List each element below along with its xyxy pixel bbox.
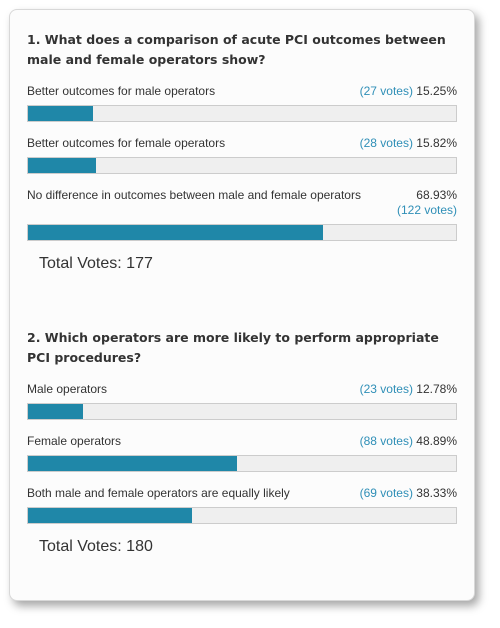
answer-result: (69 votes) 38.33%: [360, 486, 457, 501]
result-bar-fill: [28, 456, 238, 471]
vote-percent: 48.89%: [416, 434, 457, 448]
vote-percent: 12.78%: [416, 382, 457, 396]
answer-result: (27 votes) 15.25%: [360, 84, 457, 99]
poll-question: 1. What does a comparison of acute PCI o…: [27, 32, 446, 67]
vote-count: (23 votes): [359, 382, 413, 396]
poll-answer: Female operators (88 votes) 48.89%: [27, 434, 457, 472]
answer-label: Female operators: [27, 434, 122, 448]
vote-percent: 15.82%: [416, 136, 457, 150]
result-bar-fill: [28, 404, 83, 419]
vote-percent: 38.33%: [416, 486, 457, 500]
result-bar-track: [27, 455, 457, 472]
vote-count: (122 votes): [396, 203, 457, 217]
result-bar-track: [27, 507, 457, 524]
answer-label: Male operators: [27, 382, 108, 396]
result-bar-fill: [28, 225, 324, 240]
poll-answer: No difference in outcomes between male a…: [27, 188, 457, 241]
result-bar-track: [27, 157, 457, 174]
vote-count: (88 votes): [359, 434, 413, 448]
result-bar-fill: [28, 106, 94, 121]
poll-answer: Better outcomes for female operators (28…: [27, 136, 457, 174]
answer-result: 68.93% (122 votes): [397, 188, 457, 218]
result-bar-track: [27, 105, 457, 122]
poll-answer: Both male and female operators are equal…: [27, 486, 457, 524]
total-votes: Total Votes: 177: [39, 255, 153, 272]
poll-2: 2. Which operators are more likely to pe…: [27, 328, 457, 556]
vote-percent: 15.25%: [416, 84, 457, 98]
answer-result: (88 votes) 48.89%: [360, 434, 457, 449]
answer-label: Better outcomes for male operators: [27, 84, 216, 98]
vote-count: (69 votes): [359, 486, 413, 500]
vote-count: (27 votes): [359, 84, 413, 98]
answer-result: (23 votes) 12.78%: [360, 382, 457, 397]
poll-1: 1. What does a comparison of acute PCI o…: [27, 30, 457, 273]
answer-result: (28 votes) 15.82%: [360, 136, 457, 151]
result-bar-fill: [28, 508, 193, 523]
poll-answer: Male operators (23 votes) 12.78%: [27, 382, 457, 420]
result-bar-track: [27, 224, 457, 241]
answer-label: Both male and female operators are equal…: [27, 486, 290, 500]
poll-question: 2. Which operators are more likely to pe…: [27, 330, 439, 365]
result-bar-fill: [28, 158, 96, 173]
poll-results-card: 1. What does a comparison of acute PCI o…: [9, 9, 475, 601]
vote-percent: 68.93%: [416, 188, 457, 202]
total-votes: Total Votes: 180: [39, 538, 153, 555]
vote-count: (28 votes): [359, 136, 413, 150]
answer-label: Better outcomes for female operators: [27, 136, 226, 150]
answer-label: No difference in outcomes between male a…: [27, 188, 361, 202]
poll-answer: Better outcomes for male operators (27 v…: [27, 84, 457, 122]
result-bar-track: [27, 403, 457, 420]
